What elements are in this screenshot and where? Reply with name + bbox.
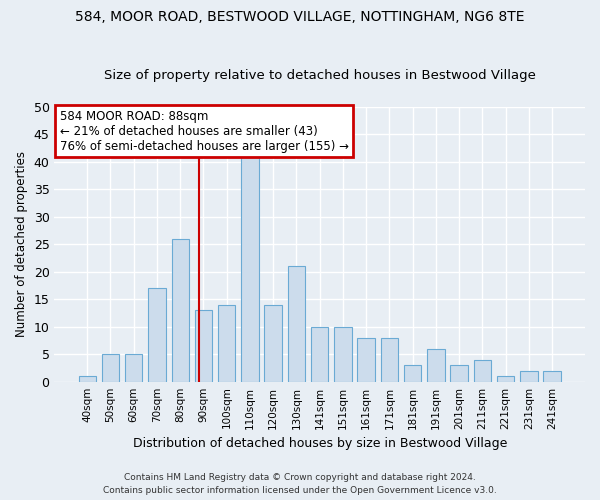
Text: 584 MOOR ROAD: 88sqm
← 21% of detached houses are smaller (43)
76% of semi-detac: 584 MOOR ROAD: 88sqm ← 21% of detached h… [60,110,349,152]
Bar [497,376,514,382]
Bar [381,338,398,382]
Bar [172,238,189,382]
Bar [358,338,375,382]
Bar [241,151,259,382]
Bar [427,348,445,382]
Bar [125,354,142,382]
Title: Size of property relative to detached houses in Bestwood Village: Size of property relative to detached ho… [104,69,536,82]
Bar [195,310,212,382]
X-axis label: Distribution of detached houses by size in Bestwood Village: Distribution of detached houses by size … [133,437,507,450]
Bar [520,370,538,382]
Text: 584, MOOR ROAD, BESTWOOD VILLAGE, NOTTINGHAM, NG6 8TE: 584, MOOR ROAD, BESTWOOD VILLAGE, NOTTIN… [75,10,525,24]
Bar [544,370,561,382]
Text: Contains HM Land Registry data © Crown copyright and database right 2024.
Contai: Contains HM Land Registry data © Crown c… [103,474,497,495]
Y-axis label: Number of detached properties: Number of detached properties [15,151,28,337]
Bar [79,376,96,382]
Bar [334,326,352,382]
Bar [148,288,166,382]
Bar [265,304,282,382]
Bar [102,354,119,382]
Bar [451,365,468,382]
Bar [288,266,305,382]
Bar [218,304,235,382]
Bar [404,365,421,382]
Bar [474,360,491,382]
Bar [311,326,328,382]
